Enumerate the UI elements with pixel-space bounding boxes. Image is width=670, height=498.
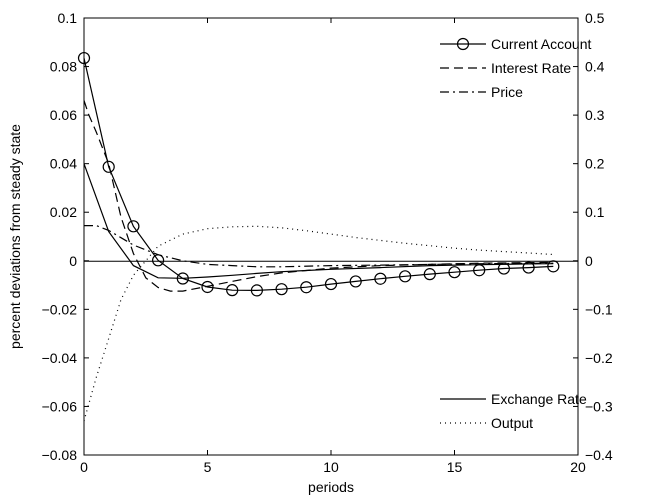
y-right-tick-label: 0.2 <box>585 156 605 172</box>
y-left-tick-label: −0.08 <box>42 447 78 463</box>
y-axis-title: percent deviations from steady state <box>7 124 23 349</box>
legend-label-interest-rate: Interest Rate <box>491 60 571 76</box>
series-line-exchange-rate <box>83 163 554 279</box>
data-point-current-account <box>374 272 387 285</box>
y-right-tick-label: −0.2 <box>585 350 613 366</box>
x-tick-label: 15 <box>447 459 463 475</box>
series-line-interest-rate <box>83 100 554 292</box>
data-point-current-account <box>399 270 412 283</box>
y-left-tick-label: −0.04 <box>42 350 78 366</box>
data-point-current-account <box>547 260 560 273</box>
y-left-tick-label: −0.02 <box>42 301 78 317</box>
y-left-tick-label: 0.06 <box>50 107 77 123</box>
data-point-current-account <box>250 284 263 297</box>
x-axis-title: periods <box>308 479 354 495</box>
legend-label-output: Output <box>491 415 533 431</box>
legend-label-current-account: Current Account <box>491 36 591 52</box>
data-point-current-account <box>77 51 91 65</box>
legend-label-price: Price <box>491 84 523 100</box>
series-line-output <box>83 225 554 422</box>
y-right-tick-label: −0.4 <box>585 447 613 463</box>
y-right-tick-label: −0.1 <box>585 301 613 317</box>
data-point-current-account <box>102 160 115 173</box>
data-point-current-account <box>423 268 436 281</box>
y-left-tick-label: −0.06 <box>42 398 78 414</box>
x-tick-label: 5 <box>204 459 212 475</box>
y-left-tick-label: 0.1 <box>58 10 78 26</box>
legend-layer: Current Account Interest Rate Price Exchang… <box>440 36 591 431</box>
data-point-current-account <box>300 281 313 294</box>
series-line-price <box>84 225 554 268</box>
y-left-tick-label: 0.04 <box>50 156 77 172</box>
data-point-current-account <box>522 261 535 274</box>
plot-area <box>83 17 579 456</box>
data-point-current-account <box>275 283 288 296</box>
data-point-current-account <box>201 280 214 294</box>
data-point-current-account <box>127 220 140 233</box>
data-point-current-account <box>226 284 239 297</box>
y-left-tick-label: 0.02 <box>50 204 77 220</box>
data-point-current-account <box>349 275 362 288</box>
x-tick-label: 20 <box>570 459 586 475</box>
x-tick-label: 0 <box>80 459 88 475</box>
legend-label-exchange-rate: Exchange Rate <box>491 391 587 407</box>
y-right-tick-label: 0.4 <box>585 59 605 75</box>
data-point-current-account <box>324 277 338 291</box>
series-layer <box>77 51 560 422</box>
x-tick-label: 10 <box>323 459 339 475</box>
ticks-layer: 0 5 10 15 20 −0.08 −0.06 −0.04 −0.02 0 0.02 0.04 0.0… <box>42 10 613 475</box>
y-left-tick-label: 0.08 <box>50 59 77 75</box>
y-right-tick-label: 0 <box>585 253 593 269</box>
legend-marker-current-account <box>456 37 470 51</box>
y-right-tick-label: 0.1 <box>585 204 605 220</box>
y-right-tick-label: −0.3 <box>585 398 613 414</box>
y-right-tick-label: 0.5 <box>585 10 605 26</box>
data-point-current-account <box>448 266 461 279</box>
y-left-tick-label: 0 <box>69 253 77 269</box>
y-right-tick-label: 0.3 <box>585 107 605 123</box>
